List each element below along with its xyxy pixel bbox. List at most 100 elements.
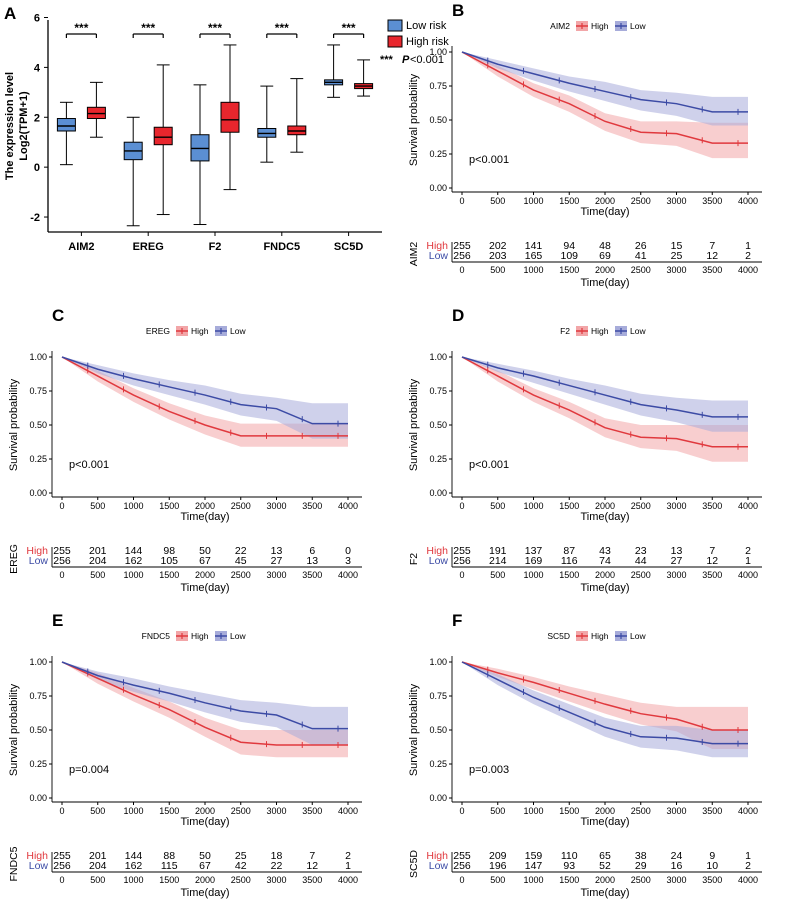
risk-count-high: 25 bbox=[235, 850, 247, 862]
risk-count-low: 44 bbox=[635, 555, 647, 567]
risk-label-high: High bbox=[426, 545, 448, 557]
risk-count-high: 50 bbox=[199, 545, 211, 557]
risk-x-tick-label: 1000 bbox=[523, 570, 543, 580]
x-tick-label: 2000 bbox=[595, 196, 615, 206]
risk-count-high: 23 bbox=[635, 545, 647, 557]
legend-title: F2 bbox=[560, 326, 570, 336]
risk-count-high: 13 bbox=[271, 545, 283, 557]
risk-count-high: 110 bbox=[561, 850, 578, 862]
legend-label-low: Low bbox=[630, 326, 646, 336]
risk-count-high: 6 bbox=[309, 545, 315, 557]
x-tick-label: 1500 bbox=[159, 806, 179, 816]
x-tick-label: 1500 bbox=[559, 806, 579, 816]
risk-count-low: 41 bbox=[635, 250, 647, 262]
risk-count-high: 22 bbox=[235, 545, 247, 557]
risk-x-tick-label: 2000 bbox=[195, 570, 215, 580]
y-tick-label: 0.75 bbox=[429, 81, 447, 91]
risk-x-tick-label: 0 bbox=[459, 570, 464, 580]
ci-band-high bbox=[62, 357, 348, 447]
risk-count-low: 256 bbox=[53, 860, 71, 872]
y-tick-label: 0.00 bbox=[429, 793, 447, 803]
risk-count-low: 1 bbox=[745, 555, 751, 567]
risk-count-high: 1 bbox=[745, 850, 751, 862]
risk-count-low: 12 bbox=[706, 250, 718, 262]
risk-count-high: 201 bbox=[89, 850, 107, 862]
risk-x-tick-label: 3500 bbox=[302, 875, 322, 885]
risk-gene-label: SC5D bbox=[408, 850, 420, 878]
risk-label-high: High bbox=[26, 850, 48, 862]
x-tick-label: 1000 bbox=[123, 806, 143, 816]
x-tick-label: 4000 bbox=[338, 501, 358, 511]
risk-count-low: 204 bbox=[89, 555, 107, 567]
risk-x-tick-label: 3000 bbox=[666, 265, 686, 275]
y-tick-label: 0.75 bbox=[29, 691, 47, 701]
y-tick-label: 0.50 bbox=[429, 115, 447, 125]
risk-x-tick-label: 500 bbox=[490, 875, 505, 885]
p-value: p<0.001 bbox=[469, 154, 509, 166]
panel-label: C bbox=[52, 306, 64, 325]
category-label: AIM2 bbox=[68, 241, 94, 253]
risk-x-tick-label: 1000 bbox=[523, 875, 543, 885]
risk-x-tick-label: 1500 bbox=[159, 570, 179, 580]
legend-label-low: Low risk bbox=[406, 20, 447, 32]
risk-x-tick-label: 2000 bbox=[595, 265, 615, 275]
risk-gene-label: EREG bbox=[8, 544, 20, 574]
y-tick-label: 1.00 bbox=[429, 352, 447, 362]
sig-stars: *** bbox=[208, 21, 222, 35]
x-tick-label: 4000 bbox=[738, 806, 758, 816]
category-label: EREG bbox=[133, 241, 164, 253]
x-tick-label: 1000 bbox=[523, 196, 543, 206]
risk-count-high: 144 bbox=[125, 850, 143, 862]
legend-label-low: Low bbox=[230, 631, 246, 641]
y-axis-label: Survival probability bbox=[8, 378, 20, 471]
risk-x-tick-label: 500 bbox=[90, 875, 105, 885]
x-tick-label: 3000 bbox=[666, 806, 686, 816]
risk-x-tick-label: 2500 bbox=[631, 570, 651, 580]
box-high bbox=[153, 126, 173, 146]
risk-x-tick-label: 4000 bbox=[338, 570, 358, 580]
risk-x-tick-label: 3500 bbox=[302, 570, 322, 580]
x-tick-label: 2000 bbox=[595, 501, 615, 511]
x-tick-label: 3500 bbox=[302, 501, 322, 511]
p-value: p<0.001 bbox=[69, 459, 109, 471]
y-tick-label: 0.00 bbox=[29, 793, 47, 803]
legend-label-high: High bbox=[191, 631, 209, 641]
risk-count-low: 13 bbox=[306, 555, 318, 567]
risk-x-tick-label: 1500 bbox=[559, 570, 579, 580]
box-low bbox=[56, 118, 76, 132]
risk-gene-label: F2 bbox=[408, 553, 420, 565]
x-tick-label: 500 bbox=[490, 196, 505, 206]
category-label: SC5D bbox=[334, 241, 363, 253]
risk-count-high: 201 bbox=[89, 545, 107, 557]
y-axis-label: Survival probability bbox=[408, 73, 420, 166]
risk-count-high: 255 bbox=[53, 850, 71, 862]
risk-count-high: 9 bbox=[709, 850, 715, 862]
x-tick-label: 0 bbox=[459, 806, 464, 816]
sig-stars: *** bbox=[74, 21, 88, 35]
x-tick-label: 1500 bbox=[559, 501, 579, 511]
x-tick-label: 2500 bbox=[631, 196, 651, 206]
y-axis-label-2: Log2(TPM+1) bbox=[18, 91, 30, 161]
ci-band-high bbox=[462, 52, 748, 159]
risk-count-low: 256 bbox=[453, 555, 471, 567]
risk-x-tick-label: 0 bbox=[59, 570, 64, 580]
risk-x-axis-label: Time(day) bbox=[180, 582, 229, 594]
sig-stars: *** bbox=[141, 21, 155, 35]
x-tick-label: 1000 bbox=[523, 806, 543, 816]
y-tick-label: 0.25 bbox=[29, 454, 47, 464]
risk-count-high: 2 bbox=[745, 545, 751, 557]
risk-x-tick-label: 3500 bbox=[702, 265, 722, 275]
risk-x-axis-label: Time(day) bbox=[580, 277, 629, 289]
risk-count-high: 144 bbox=[125, 545, 143, 557]
risk-x-tick-label: 2500 bbox=[631, 875, 651, 885]
risk-label-high: High bbox=[426, 850, 448, 862]
risk-x-tick-label: 2500 bbox=[231, 570, 251, 580]
y-tick-label: 1.00 bbox=[29, 657, 47, 667]
risk-count-high: 7 bbox=[309, 850, 315, 862]
survival-curve-low bbox=[461, 51, 748, 113]
risk-count-low: 10 bbox=[706, 860, 718, 872]
y-tick-label: -2 bbox=[30, 212, 40, 224]
risk-count-high: 48 bbox=[599, 240, 611, 252]
x-tick-label: 3500 bbox=[702, 196, 722, 206]
